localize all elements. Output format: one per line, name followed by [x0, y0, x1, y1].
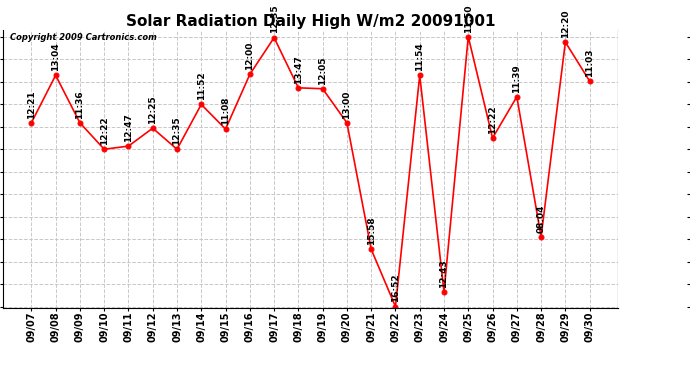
Text: 08:04: 08:04 [537, 204, 546, 232]
Text: 11:52: 11:52 [197, 72, 206, 100]
Text: 12:47: 12:47 [124, 113, 133, 142]
Text: 12:43: 12:43 [440, 259, 449, 288]
Text: 12:22: 12:22 [99, 117, 109, 145]
Text: 12:00: 12:00 [246, 42, 255, 70]
Text: 11:36: 11:36 [75, 90, 84, 118]
Text: 12:22: 12:22 [488, 105, 497, 134]
Text: 16:52: 16:52 [391, 274, 400, 302]
Text: 13:00: 13:00 [342, 90, 351, 118]
Text: 12:35: 12:35 [172, 117, 181, 145]
Text: 11:54: 11:54 [415, 42, 424, 71]
Text: 15:58: 15:58 [366, 216, 375, 245]
Text: 13:47: 13:47 [294, 55, 303, 84]
Text: 11:39: 11:39 [512, 64, 522, 93]
Text: 11:03: 11:03 [585, 48, 594, 77]
Text: 12:05: 12:05 [318, 56, 327, 84]
Text: 11:08: 11:08 [221, 96, 230, 125]
Text: Copyright 2009 Cartronics.com: Copyright 2009 Cartronics.com [10, 33, 157, 42]
Text: 11:50: 11:50 [464, 4, 473, 33]
Text: 12:25: 12:25 [148, 95, 157, 124]
Title: Solar Radiation Daily High W/m2 20091001: Solar Radiation Daily High W/m2 20091001 [126, 14, 495, 29]
Text: 12:20: 12:20 [561, 9, 570, 38]
Text: 12:21: 12:21 [27, 90, 36, 118]
Text: 12:35: 12:35 [270, 5, 279, 33]
Text: 13:04: 13:04 [51, 42, 60, 71]
